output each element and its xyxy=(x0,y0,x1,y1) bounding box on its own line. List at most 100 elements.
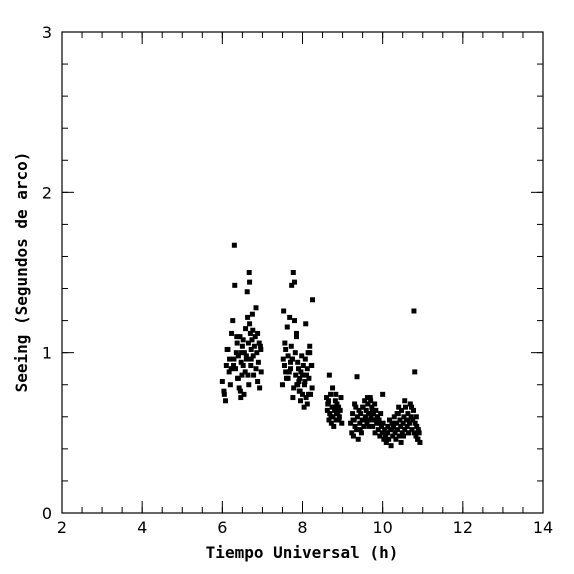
data-point xyxy=(226,369,232,375)
data-point xyxy=(309,385,315,391)
data-point xyxy=(302,382,307,388)
data-point xyxy=(304,366,310,372)
data-point xyxy=(247,321,253,327)
x-tick-label: 8 xyxy=(297,518,307,537)
y-tick-label: 3 xyxy=(42,23,52,42)
data-point xyxy=(224,346,230,352)
data-point xyxy=(370,423,376,429)
data-point xyxy=(241,350,247,356)
data-point xyxy=(254,350,260,356)
data-point xyxy=(219,379,225,385)
data-point xyxy=(287,314,293,320)
x-tick-label: 4 xyxy=(137,518,147,537)
data-point xyxy=(300,391,305,397)
data-point xyxy=(228,366,234,372)
data-point xyxy=(236,385,242,391)
data-point xyxy=(389,420,395,426)
data-point xyxy=(328,420,334,426)
data-point xyxy=(288,343,294,349)
data-point xyxy=(326,398,332,404)
data-point xyxy=(241,391,247,397)
data-point xyxy=(338,395,344,401)
data-point xyxy=(410,417,416,423)
data-point xyxy=(304,372,310,378)
data-point xyxy=(352,423,358,429)
data-point xyxy=(367,395,373,401)
data-point xyxy=(361,423,367,429)
data-point xyxy=(407,420,413,426)
data-point xyxy=(366,423,372,429)
data-point xyxy=(363,407,369,413)
data-point xyxy=(373,407,379,413)
y-tick-label: 2 xyxy=(42,183,52,202)
data-point xyxy=(368,414,374,420)
data-point xyxy=(326,417,332,423)
data-point xyxy=(336,414,342,420)
data-point xyxy=(380,391,386,397)
data-point xyxy=(364,420,370,426)
data-point xyxy=(355,436,361,442)
data-point xyxy=(279,382,285,388)
data-point xyxy=(233,366,239,372)
data-point xyxy=(255,330,261,336)
data-point xyxy=(374,414,380,420)
data-point xyxy=(397,417,403,423)
data-point xyxy=(249,311,255,317)
x-tick-label: 14 xyxy=(533,518,553,537)
data-point xyxy=(379,430,385,436)
data-point xyxy=(398,439,404,445)
data-point xyxy=(378,423,384,429)
data-point xyxy=(333,391,339,397)
data-point xyxy=(306,391,312,397)
x-tick-labels: 2 4 6 8 10 12 14 xyxy=(57,518,553,537)
data-point xyxy=(386,417,392,423)
data-point xyxy=(221,391,227,397)
data-point xyxy=(240,337,246,343)
data-point xyxy=(244,289,250,295)
data-point xyxy=(303,395,309,401)
data-point xyxy=(299,353,305,359)
data-point xyxy=(231,242,237,248)
data-point xyxy=(297,388,303,394)
data-point xyxy=(304,401,310,407)
data-point xyxy=(255,359,261,365)
data-point xyxy=(412,420,418,426)
data-point xyxy=(369,407,375,413)
data-point xyxy=(368,398,374,404)
data-point xyxy=(281,308,287,314)
data-point xyxy=(383,439,389,445)
data-point xyxy=(405,411,411,417)
data-point xyxy=(307,350,313,356)
data-point xyxy=(255,379,261,385)
data-point xyxy=(369,404,375,410)
data-point xyxy=(223,398,229,404)
data-point xyxy=(392,430,398,436)
data-point xyxy=(389,427,395,433)
data-point xyxy=(376,417,382,423)
y-tick-labels: 0 1 2 3 xyxy=(42,23,52,523)
data-point xyxy=(300,372,305,378)
data-point xyxy=(350,433,356,439)
x-tick-label: 12 xyxy=(453,518,473,537)
data-point xyxy=(250,327,256,333)
data-point xyxy=(326,372,332,378)
data-point xyxy=(324,407,330,413)
data-point xyxy=(252,334,258,340)
x-axis-title: Tiempo Universal (h) xyxy=(206,543,399,562)
data-point xyxy=(356,407,362,413)
data-point xyxy=(408,414,414,420)
data-point xyxy=(363,417,369,423)
data-point xyxy=(250,353,256,359)
data-point xyxy=(325,401,331,407)
data-point xyxy=(349,430,355,436)
data-point xyxy=(238,359,244,365)
data-point xyxy=(243,356,249,362)
data-point xyxy=(298,369,304,375)
data-point xyxy=(415,427,421,433)
data-point xyxy=(411,407,417,413)
data-point xyxy=(365,401,371,407)
data-point xyxy=(283,369,289,375)
data-point xyxy=(230,318,236,324)
data-point xyxy=(332,398,338,404)
